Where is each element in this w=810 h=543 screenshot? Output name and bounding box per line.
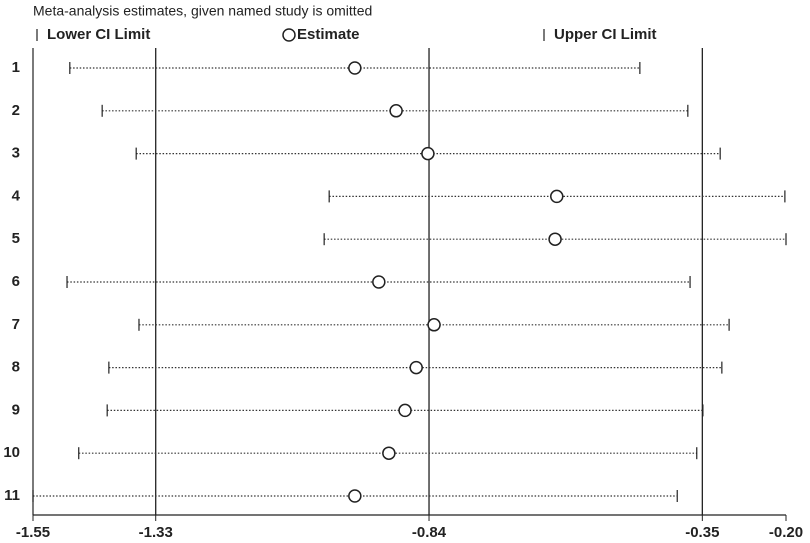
estimate — [348, 489, 362, 503]
x-tick-label: -1.55 — [16, 524, 50, 541]
row-label: 4 — [12, 187, 21, 204]
row-label: 6 — [12, 273, 20, 290]
row-label: 7 — [12, 316, 20, 333]
row-label: 8 — [12, 359, 20, 376]
row-label: 10 — [3, 444, 20, 461]
row-label: 2 — [12, 102, 20, 119]
estimate — [382, 446, 396, 460]
chart-title: Meta-analysis estimates, given named stu… — [33, 3, 372, 19]
estimate — [348, 61, 362, 75]
row-label: 3 — [12, 145, 20, 162]
estimate — [548, 232, 562, 246]
x-tick-label: -0.84 — [412, 524, 447, 541]
estimate — [389, 104, 403, 118]
estimate — [427, 318, 441, 332]
estimate — [372, 275, 386, 289]
estimate — [398, 403, 412, 418]
legend-label: Lower CI Limit — [47, 26, 150, 43]
x-tick-label: -0.35 — [685, 524, 719, 541]
x-tick-label: -1.33 — [139, 524, 173, 541]
estimate — [409, 360, 423, 375]
row-label: 11 — [4, 487, 20, 504]
x-tick-label: -0.20 — [769, 524, 803, 541]
row-label: 5 — [12, 230, 20, 247]
legend-label: Upper CI Limit — [554, 26, 657, 43]
legend-symbol — [282, 28, 296, 42]
row-label: 1 — [12, 59, 20, 76]
estimate — [421, 146, 435, 161]
estimate — [550, 189, 564, 204]
legend-label: Estimate — [297, 26, 360, 43]
row-label: 9 — [12, 401, 20, 418]
